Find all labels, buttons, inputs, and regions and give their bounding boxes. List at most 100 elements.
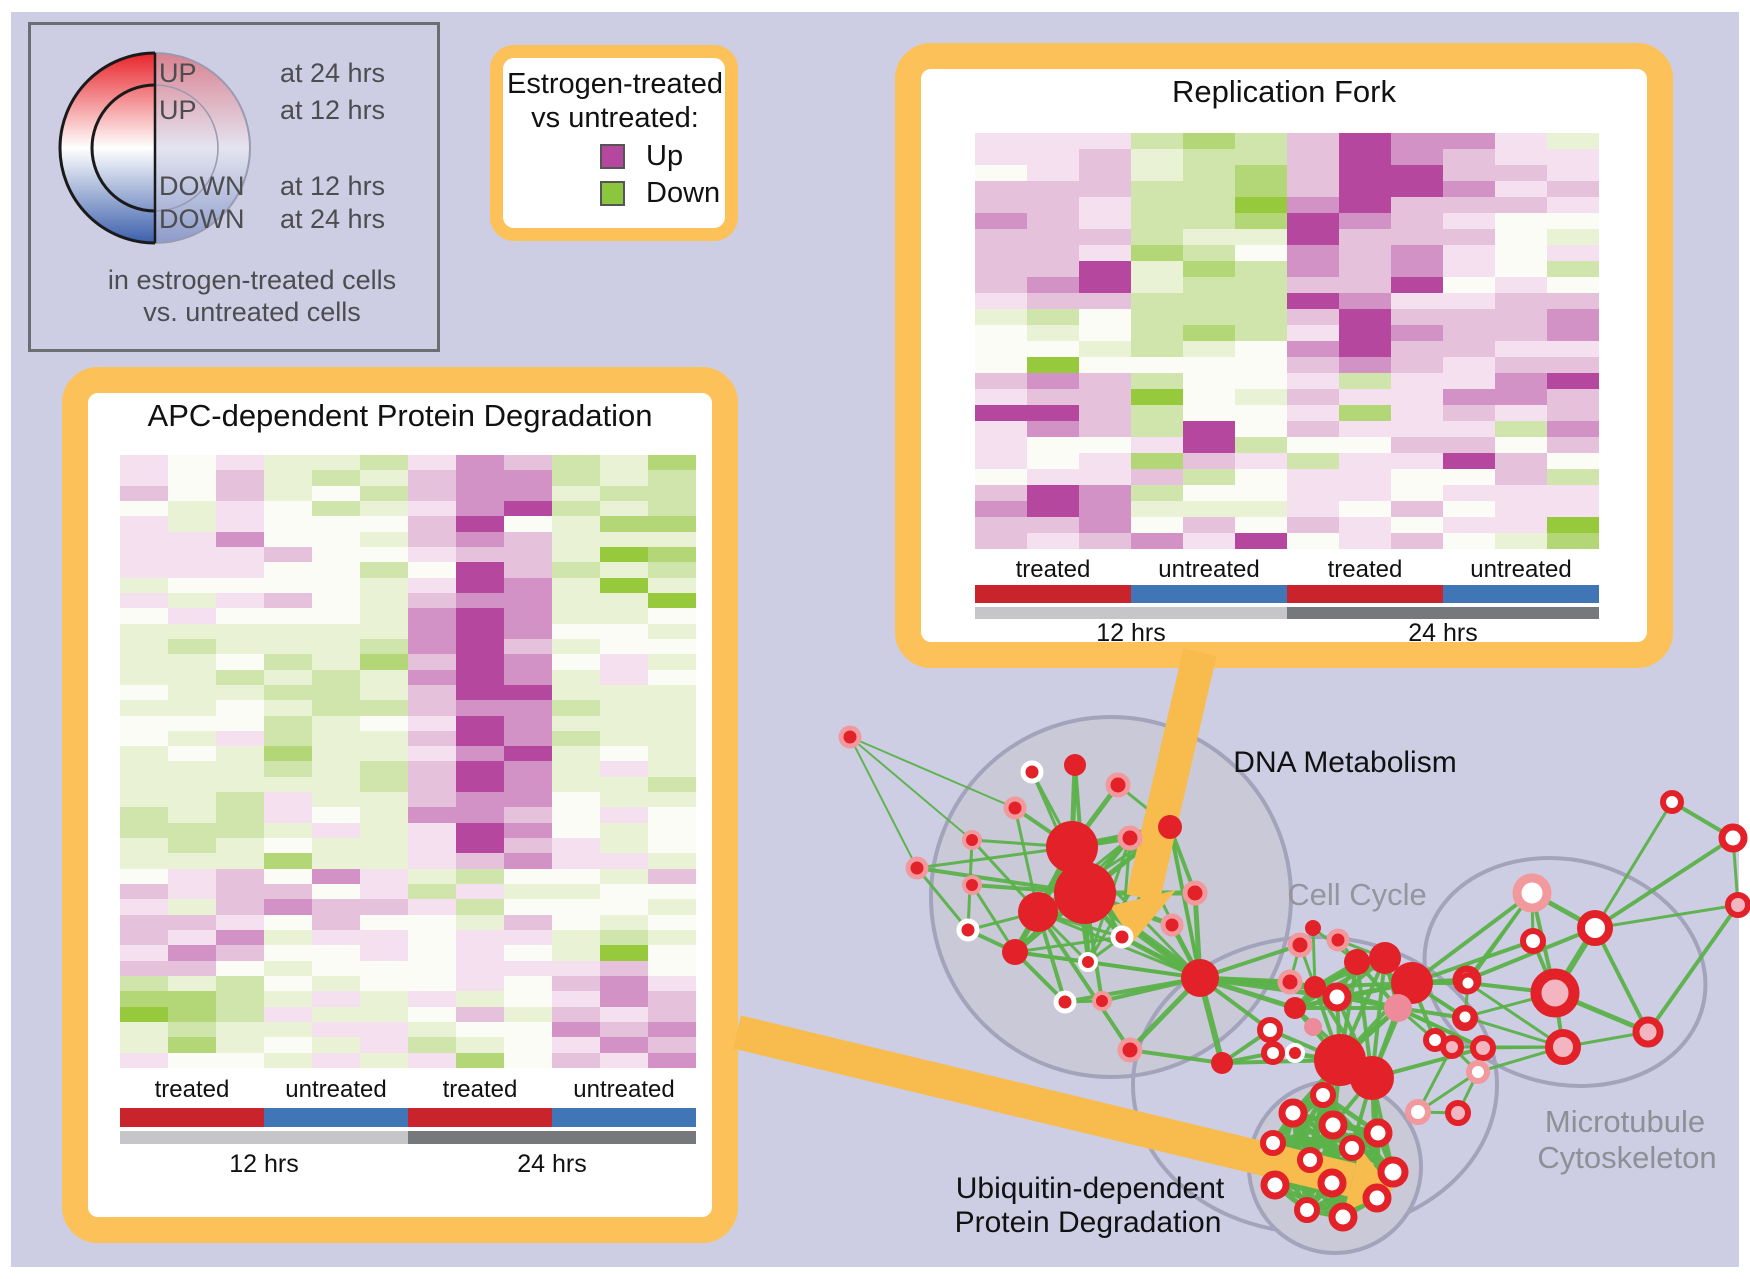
heatmap-cell <box>312 500 360 517</box>
heatmap-cell <box>648 822 696 839</box>
heatmap-cell <box>360 945 408 961</box>
network-edge <box>915 867 970 931</box>
heatmap-cell <box>312 1052 360 1068</box>
network-node <box>1440 1035 1464 1059</box>
heatmap-cell <box>1287 405 1339 421</box>
heatmap-cell <box>600 669 648 685</box>
heatmap-cell <box>552 654 600 670</box>
network-node <box>1003 796 1027 820</box>
down-outer-label: DOWN <box>159 204 245 234</box>
heatmap-cell <box>216 1022 264 1038</box>
network-node <box>1362 1183 1392 1213</box>
treated-bar <box>408 1108 552 1127</box>
heatmap-cell <box>360 884 408 900</box>
heatmap-cell <box>312 945 360 961</box>
heatmap-cell <box>648 500 696 517</box>
heatmap-cell <box>1183 453 1235 469</box>
heatmap-cell <box>1235 469 1287 485</box>
up-inner-label: UP <box>159 95 197 125</box>
heatmap-cell <box>216 945 264 961</box>
heatmap-cell <box>1131 357 1183 373</box>
heatmap-cell <box>264 608 312 624</box>
heatmap-cell <box>456 914 504 931</box>
heatmap-cell <box>600 930 648 946</box>
heatmap-cell <box>1339 469 1391 485</box>
heatmap-cell <box>1391 437 1443 453</box>
network-node <box>1718 823 1748 853</box>
heatmap-cell <box>1235 133 1287 149</box>
network-node <box>1405 1099 1431 1125</box>
network-node <box>1160 913 1184 937</box>
heatmap-cell <box>408 623 456 639</box>
heatmap-cell <box>504 792 552 808</box>
heatmap-cell <box>1183 325 1235 341</box>
heatmap-cell <box>360 455 408 471</box>
heatmap-cell <box>1443 245 1495 261</box>
heatmap-cell <box>312 684 360 701</box>
network-node <box>1520 928 1546 954</box>
heatmap-cell <box>456 654 504 670</box>
heatmap-cell <box>1235 213 1287 229</box>
heatmap-cell <box>456 868 504 885</box>
heatmap-cell <box>1339 533 1391 549</box>
heatmap-cell <box>552 945 600 961</box>
network-node <box>1454 1006 1476 1028</box>
heatmap-cell <box>648 1037 696 1053</box>
heatmap-cell <box>264 899 312 915</box>
heatmap-cell <box>504 761 552 777</box>
network-node <box>1105 772 1131 798</box>
heatmap-cell <box>312 623 360 639</box>
heatmap-cell <box>600 470 648 486</box>
heatmap-cell <box>408 761 456 777</box>
network-node <box>1326 928 1350 952</box>
heatmap-cell <box>168 562 216 578</box>
heatmap-cell <box>168 899 216 915</box>
network-node <box>1294 1197 1320 1223</box>
network-node <box>1660 790 1684 814</box>
heatmap-cell <box>312 531 360 547</box>
heatmap-cell <box>1183 229 1235 245</box>
heatmap-cell <box>1547 181 1599 197</box>
heatmap-cell <box>360 1006 408 1023</box>
heatmap-cell <box>1183 245 1235 261</box>
heatmap-cell <box>1131 389 1183 405</box>
heatmap-cell <box>216 868 264 885</box>
heatmap-cell <box>216 838 264 854</box>
network-edge <box>1014 935 1123 954</box>
heatmap-cell <box>1443 133 1495 149</box>
heatmap-cell <box>975 309 1027 325</box>
heatmap-cell <box>168 654 216 670</box>
heatmap-cell <box>312 592 360 609</box>
heatmap-cell <box>216 562 264 578</box>
heatmap-cell <box>648 776 696 793</box>
network-label: Protein Degradation <box>955 1206 1222 1239</box>
heatmap-cell <box>600 884 648 900</box>
heatmap-cell <box>1547 405 1599 421</box>
heatmap-cell <box>312 1022 360 1038</box>
heatmap-cell <box>456 684 504 701</box>
heatmap-cell <box>648 577 696 593</box>
heatmap-cell <box>360 485 408 501</box>
heatmap-cell <box>504 853 552 869</box>
heatmap-cell <box>360 531 408 547</box>
heatmap-cell <box>1547 437 1599 453</box>
heatmap-cell <box>1495 181 1547 197</box>
12hrs-bar <box>975 607 1287 619</box>
heatmap-cell <box>552 822 600 839</box>
heatmap-cell <box>1339 325 1391 341</box>
heatmap-cell <box>1235 149 1287 165</box>
heatmap-cell <box>1495 165 1547 181</box>
heatmap-cell <box>264 592 312 609</box>
heatmap-cell <box>1235 421 1287 437</box>
heatmap-cell <box>456 592 504 609</box>
heatmap-cell <box>456 930 504 946</box>
heatmap-cell <box>1079 261 1131 277</box>
heatmap-cell <box>1079 181 1131 197</box>
heatmap-cell <box>1391 405 1443 421</box>
heatmap-cell <box>264 884 312 900</box>
heatmap-cell <box>1443 197 1495 213</box>
apc-panel-title: APC-dependent Protein Degradation <box>147 398 653 433</box>
heatmap-cell <box>1131 261 1183 277</box>
heatmap-cell <box>552 715 600 731</box>
heatmap-cell <box>1443 437 1495 453</box>
